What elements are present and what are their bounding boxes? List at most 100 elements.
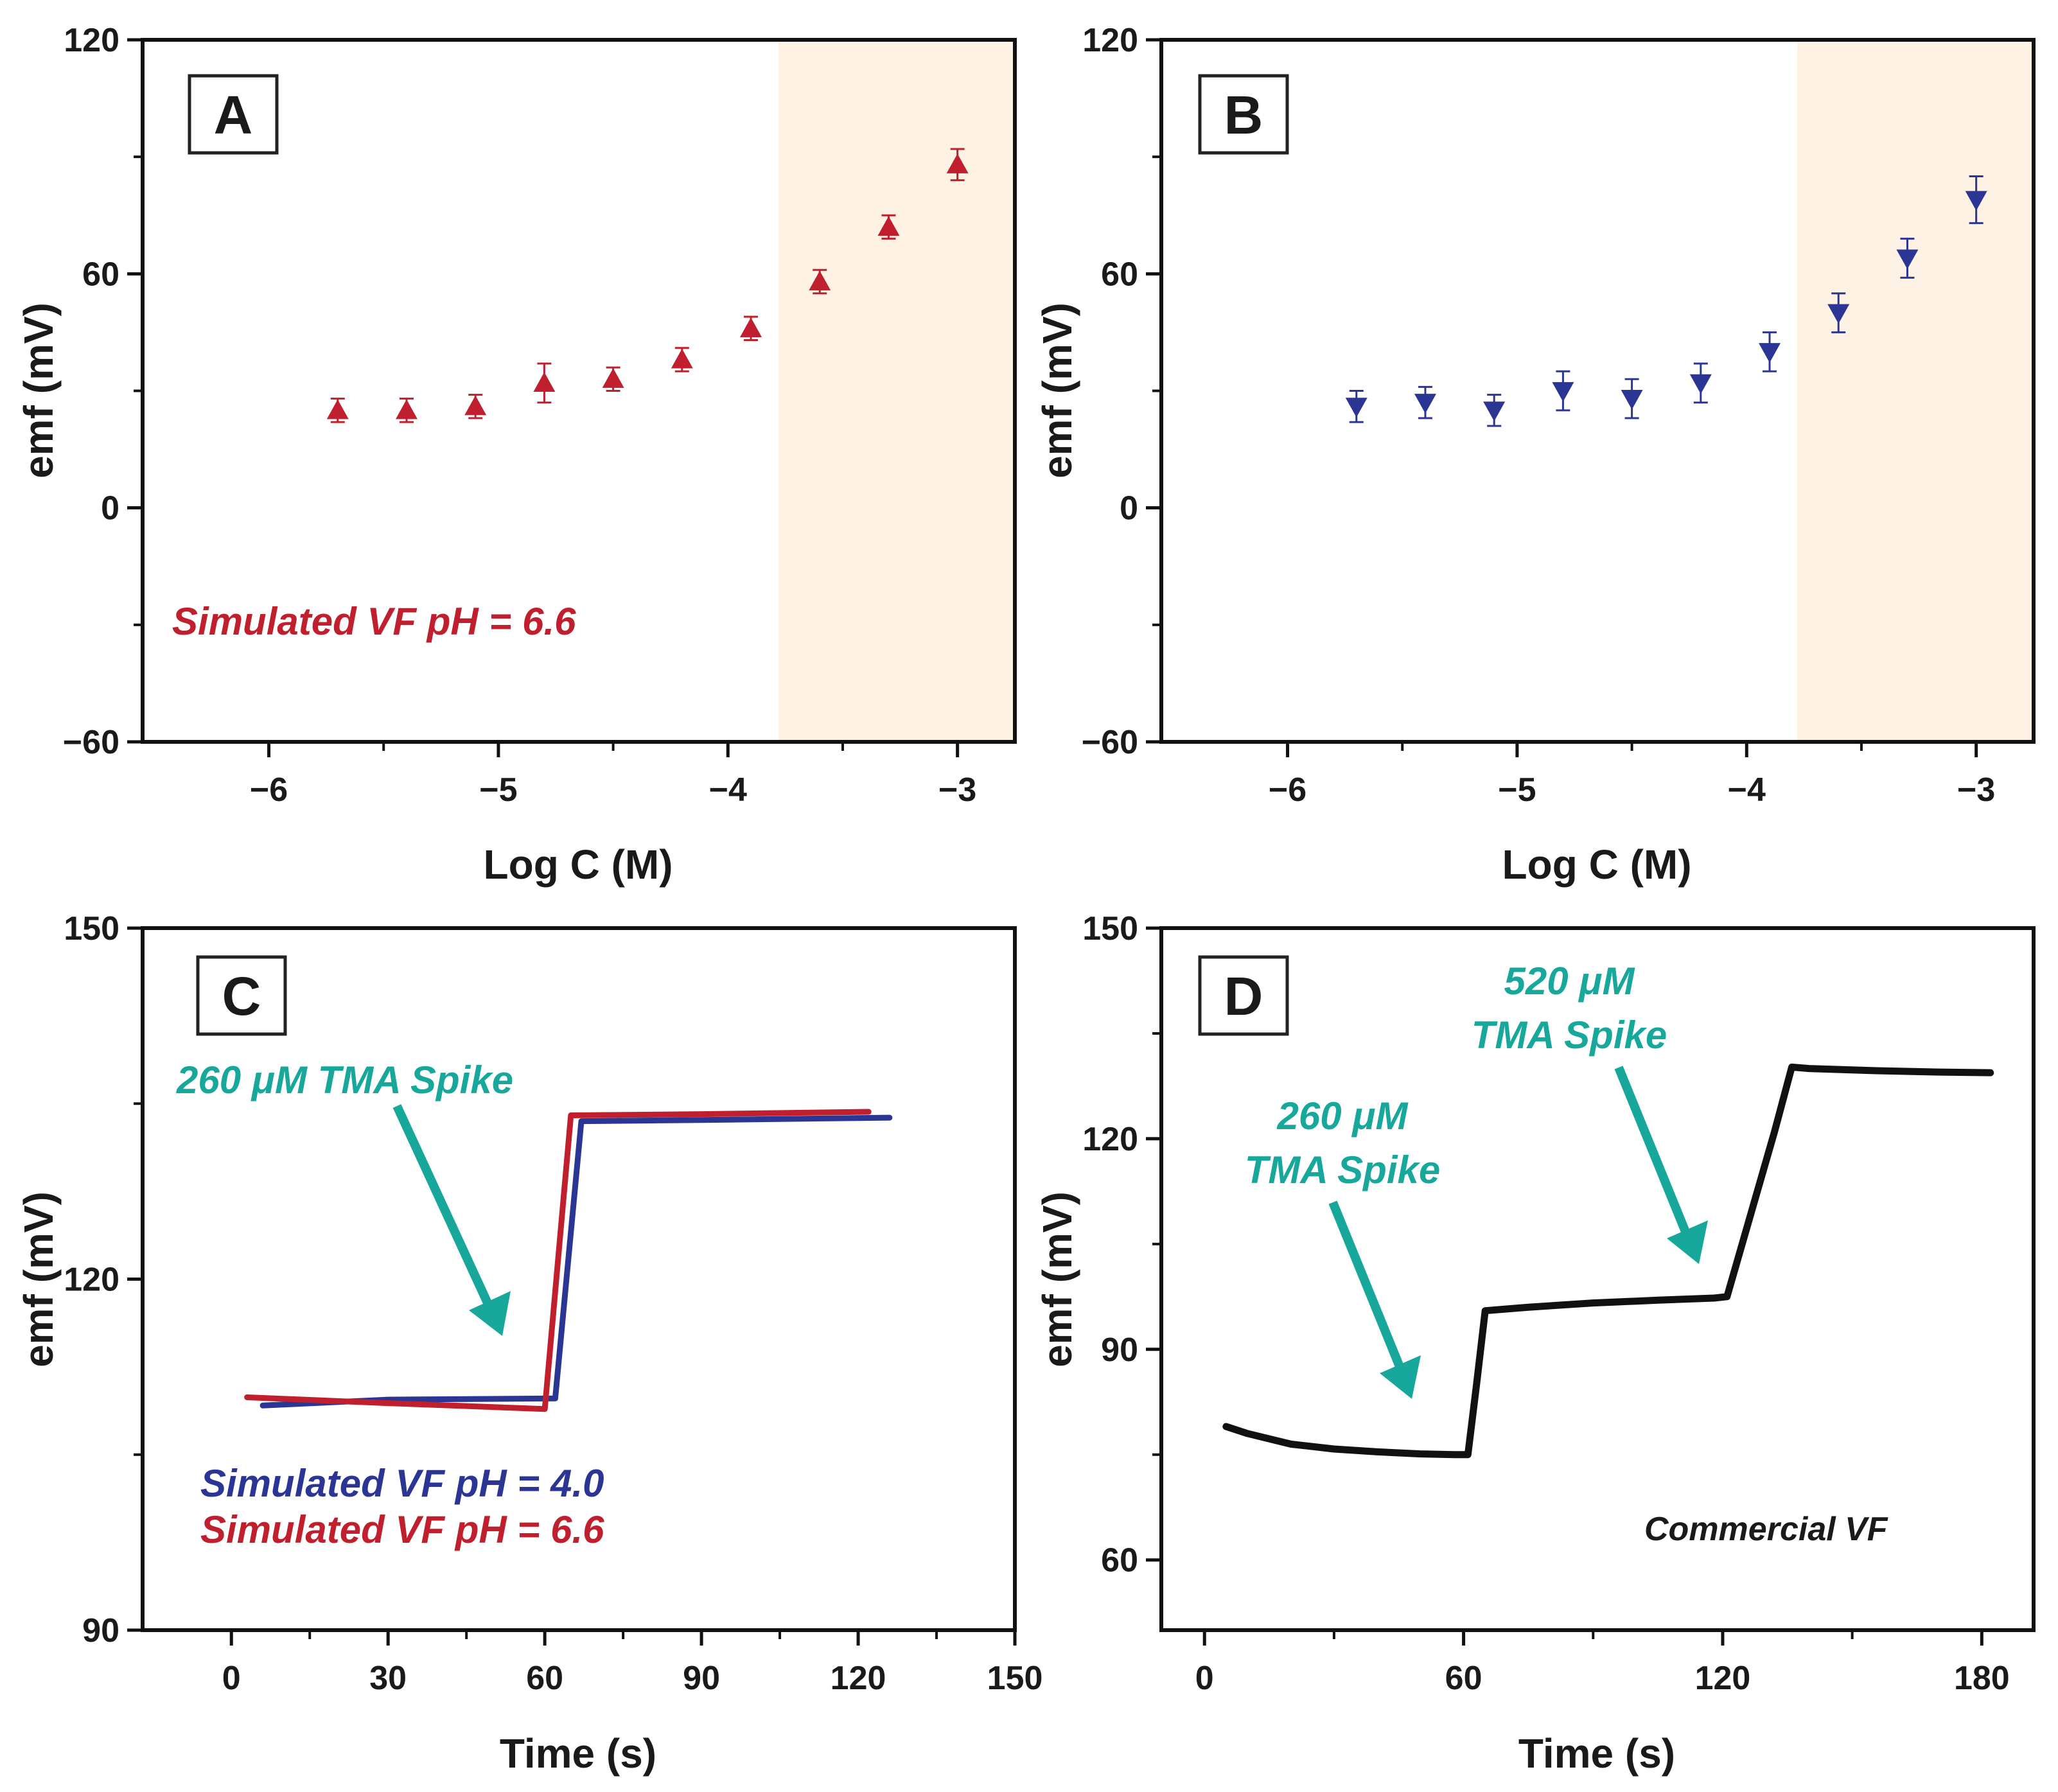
- panel-c-letter-box: [196, 955, 287, 1036]
- x-tick-label: −4: [709, 771, 747, 809]
- y-tick-label: 60: [1101, 1542, 1138, 1579]
- panel-d-commercial-label: Commercial VF: [1644, 1511, 1888, 1548]
- panel-d-ylabel: emf (mV): [1034, 1191, 1080, 1367]
- x-tick-label: −3: [938, 771, 976, 809]
- panel-d-annot-520-label: TMA Spike: [1472, 1014, 1667, 1057]
- panel-a-shaded-region: [778, 40, 1015, 742]
- data-point: [1827, 304, 1850, 324]
- y-tick-label: 120: [1082, 1121, 1138, 1158]
- x-tick-label: 180: [1954, 1660, 2010, 1697]
- panel-b-marks: [1345, 175, 1987, 427]
- panel-d-marks: [1222, 1063, 1994, 1459]
- panel-d-annot-260-conc: 260 μM: [1277, 1094, 1409, 1138]
- y-tick-label: 120: [64, 22, 119, 59]
- data-point: [464, 395, 487, 416]
- y-tick-label: 90: [82, 1612, 119, 1649]
- panel-a-letter-box: [188, 74, 279, 155]
- series-line-simulated-vf-ph-6-6: [244, 1109, 872, 1412]
- data-point: [326, 399, 349, 419]
- panel-b: −6 −5 −4 −3 −60 0 60 120 B Log C (M) emf (mV): [1034, 22, 2036, 888]
- x-tick-label: 120: [1695, 1660, 1751, 1697]
- panel-d-letter-box: [1198, 955, 1289, 1036]
- series-line-commercial-vf: [1222, 1063, 1994, 1459]
- data-point: [809, 270, 831, 291]
- x-tick-label: 0: [222, 1660, 241, 1697]
- panel-c-ticks: 0 30 60 90 120 150 90 120 150: [64, 910, 1042, 1697]
- panel-b-letter-box: [1198, 74, 1289, 155]
- panel-a-letter: A: [214, 85, 253, 145]
- data-point: [946, 154, 969, 173]
- panel-a-ticks: −6 −5 −4 −3 −60 0 60 120: [63, 22, 977, 809]
- panel-d-arrow-260: [1328, 1200, 1421, 1399]
- data-point: [533, 372, 556, 392]
- panel-d: 0 60 120 180 60 90 120 150 D 260 μM TMA Spike 5…: [1034, 910, 2036, 1777]
- data-point: [1414, 394, 1436, 414]
- panel-b-ticks: −6 −5 −4 −3 −60 0 60 120: [1082, 22, 1996, 809]
- y-tick-label: 60: [1101, 256, 1138, 293]
- x-tick-label: −3: [1957, 771, 1995, 809]
- panel-c-legend-ph66: Simulated VF pH = 6.6: [200, 1508, 604, 1551]
- panel-b-shaded-region: [1797, 40, 2034, 742]
- x-tick-label: 150: [987, 1660, 1043, 1697]
- panel-b-ylabel: emf (mV): [1034, 303, 1080, 479]
- panel-d-ticks: 0 60 120 180 60 90 120 150: [1082, 910, 2009, 1697]
- panel-d-arrow-520: [1614, 1066, 1708, 1264]
- y-tick-label: 120: [1082, 22, 1138, 59]
- panel-a-xlabel: Log C (M): [484, 841, 673, 888]
- panel-c-marks: [244, 1109, 893, 1412]
- y-tick-label: 60: [82, 256, 119, 293]
- panel-c-annotation: 260 μM TMA Spike: [176, 1059, 513, 1102]
- x-tick-label: −6: [250, 771, 288, 809]
- panel-a-annotation: Simulated VF pH = 6.6: [172, 600, 576, 643]
- y-tick-label: 120: [64, 1261, 119, 1299]
- data-point: [1896, 249, 1919, 270]
- data-point: [602, 368, 624, 388]
- x-tick-label: 60: [526, 1660, 563, 1697]
- panel-d-annot-260-label: TMA Spike: [1245, 1148, 1440, 1191]
- x-tick-label: 0: [1195, 1660, 1214, 1697]
- data-point: [1345, 398, 1368, 417]
- panel-a-ylabel: emf (mV): [15, 303, 62, 479]
- series-line-simulated-vf-ph-4-0: [259, 1114, 893, 1409]
- panel-c-ylabel: emf (mV): [15, 1191, 62, 1367]
- panel-d-frame: [1159, 926, 2036, 1632]
- panel-d-annot-520-conc: 520 μM: [1504, 960, 1636, 1003]
- data-point: [877, 216, 900, 236]
- panel-c-letter: C: [222, 966, 261, 1026]
- data-point: [740, 317, 762, 337]
- y-tick-label: 90: [1101, 1331, 1138, 1369]
- panel-c-xlabel: Time (s): [500, 1730, 656, 1777]
- y-tick-label: 0: [1120, 490, 1138, 527]
- x-tick-label: 120: [831, 1660, 886, 1697]
- y-tick-label: −60: [1082, 724, 1138, 761]
- x-tick-label: −4: [1728, 771, 1766, 809]
- y-tick-label: 150: [1082, 910, 1138, 947]
- x-tick-label: 60: [1445, 1660, 1482, 1697]
- panel-a: −6 −5 −4 −3 −60 0 60 120 A Simulated VF pH = 6.…: [15, 22, 1017, 888]
- data-point: [1689, 374, 1712, 394]
- panel-c-legend-ph4: Simulated VF pH = 4.0: [200, 1462, 604, 1505]
- x-tick-label: −6: [1269, 771, 1306, 809]
- panel-b-letter: B: [1224, 85, 1263, 145]
- panel-c-arrow: [392, 1104, 511, 1336]
- data-point: [1483, 401, 1506, 421]
- data-point: [1965, 191, 1987, 211]
- panel-a-marks: [326, 148, 969, 423]
- y-tick-label: −60: [63, 724, 119, 761]
- y-tick-label: 0: [101, 490, 119, 527]
- x-tick-label: 90: [683, 1660, 720, 1697]
- panel-d-letter: D: [1224, 966, 1263, 1026]
- data-point: [671, 348, 693, 369]
- y-tick-label: 150: [64, 910, 119, 947]
- x-tick-label: −5: [479, 771, 517, 809]
- panel-c: 0 30 60 90 120 150 90 120 150 C 260 μM TMA Spike…: [15, 910, 1042, 1777]
- panel-d-xlabel: Time (s): [1518, 1730, 1675, 1777]
- data-point: [1552, 382, 1574, 402]
- data-point: [1759, 343, 1781, 363]
- x-tick-label: −5: [1498, 771, 1536, 809]
- data-point: [1621, 390, 1643, 410]
- data-point: [395, 399, 418, 419]
- x-tick-label: 30: [369, 1660, 407, 1697]
- panel-b-xlabel: Log C (M): [1502, 841, 1692, 888]
